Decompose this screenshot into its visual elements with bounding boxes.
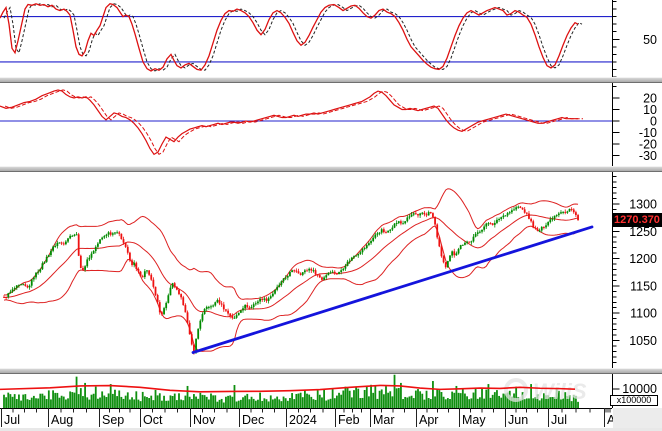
svg-text:Sep: Sep xyxy=(102,413,124,427)
svg-text:0: 0 xyxy=(650,115,657,129)
svg-text:1200: 1200 xyxy=(629,252,657,266)
svg-text:1250: 1250 xyxy=(629,225,657,239)
svg-text:1100: 1100 xyxy=(630,307,657,321)
watermark: WiliS xyxy=(504,378,587,404)
svg-text:10: 10 xyxy=(643,103,657,117)
last-price-tag: 1270.370 xyxy=(612,213,662,227)
svg-text:2024: 2024 xyxy=(289,413,317,427)
svg-text:-30: -30 xyxy=(639,149,657,163)
last-price-value: 1270.370 xyxy=(614,214,660,226)
svg-text:Apr: Apr xyxy=(419,413,438,427)
svg-text:1300: 1300 xyxy=(629,198,657,212)
svg-text:Jun: Jun xyxy=(508,413,528,427)
bottom-edge-strip xyxy=(0,428,662,431)
svg-text:Dec: Dec xyxy=(242,413,264,427)
svg-text:Jul: Jul xyxy=(4,413,20,427)
x-axis: Jul Aug Sep Oct Nov Dec 2024 Feb Mar Apr May Jun Jul… xyxy=(0,408,616,427)
svg-text:1150: 1150 xyxy=(630,279,657,293)
svg-text:20: 20 xyxy=(643,92,657,106)
svg-text:Mar: Mar xyxy=(373,413,395,427)
volume-panel[interactable]: WiliS xyxy=(0,374,620,408)
svg-text:Aug: Aug xyxy=(51,413,73,427)
volume-multiplier-box: x100000 xyxy=(610,395,658,406)
svg-text:Nov: Nov xyxy=(193,413,216,427)
volume-axis-label: 10000 xyxy=(622,382,657,396)
svg-text:Oct: Oct xyxy=(143,413,163,427)
svg-text:-10: -10 xyxy=(639,126,657,140)
svg-text:May: May xyxy=(462,413,486,427)
svg-text:-20: -20 xyxy=(639,138,657,152)
svg-text:WiliS: WiliS xyxy=(533,379,587,404)
panel-splitter-middle[interactable] xyxy=(0,166,662,172)
price-panel[interactable]: 1050 1100 1150 1200 1250 1300 xyxy=(3,172,657,368)
stochastic-panel[interactable]: 50 xyxy=(0,0,657,78)
svg-text:A: A xyxy=(607,413,616,427)
svg-text:Jul: Jul xyxy=(551,413,567,427)
bottom-right-corner xyxy=(613,408,662,431)
svg-text:1050: 1050 xyxy=(629,334,657,348)
panel-splitter-top[interactable] xyxy=(0,77,662,83)
svg-text:Feb: Feb xyxy=(338,413,360,427)
panel-splitter-bottom[interactable] xyxy=(0,368,662,374)
svg-text:50: 50 xyxy=(643,33,657,47)
